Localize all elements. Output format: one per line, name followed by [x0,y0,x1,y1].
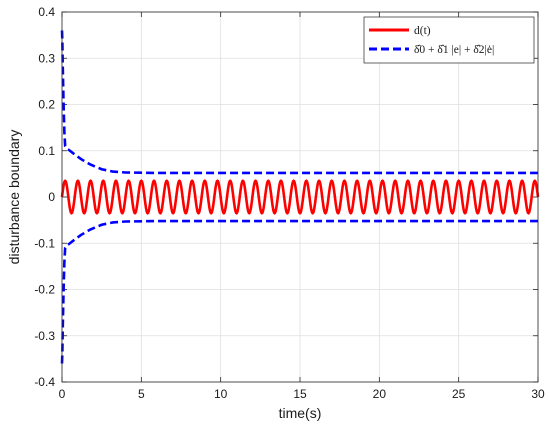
y-tick-label: 0.1 [38,144,55,158]
x-tick-label: 10 [214,387,228,401]
y-tick-label: 0 [48,190,55,204]
x-tick-label: 20 [373,387,387,401]
plot-frame [61,11,539,383]
x-axis-label: time(s) [279,405,322,421]
x-tick-label: 0 [59,387,66,401]
legend: d(t) δ̂0 + δ̂1 |e| + δ̂2|ė| [363,16,535,64]
x-tick-label: 15 [293,387,307,401]
series-d-t [60,179,540,215]
y-tick-label: -0.4 [34,375,55,389]
legend-label-bound: δ̂0 + δ̂1 |e| + δ̂2|ė| [414,44,494,56]
series-layer [60,30,540,364]
x-tick-label: 25 [452,387,466,401]
y-tick-label: 0.3 [38,51,55,65]
legend-box [363,16,535,64]
x-tick-label: 5 [138,387,145,401]
y-tick-label: -0.3 [34,329,55,343]
y-tick-label: 0.2 [38,98,55,112]
legend-label-d-t: d(t) [414,25,431,37]
series-bound-lower [60,219,538,364]
y-tick-label: -0.2 [34,283,55,297]
y-tick-label: 0.4 [38,5,55,19]
y-axis-label: disturbance boundary [6,130,22,265]
x-tick-label: 30 [531,387,545,401]
y-tick-label: -0.1 [34,236,55,250]
series-bound-upper [60,30,538,175]
